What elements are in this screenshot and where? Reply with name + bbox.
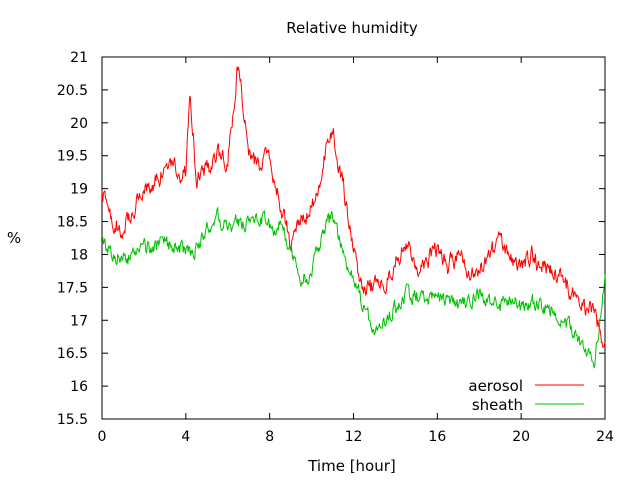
x-tick-label: 12 bbox=[345, 429, 363, 445]
axis-ticks: 15.5 16 16.5 17 17.5 18 18.5 19 19.5 20 20.5 21 0 4 8 1… bbox=[57, 50, 614, 445]
y-tick-label: 20.5 bbox=[57, 83, 88, 99]
y-tick-label: 16 bbox=[70, 379, 88, 395]
series-line-aerosol bbox=[101, 66, 606, 348]
x-tick-label: 16 bbox=[428, 429, 446, 445]
y-tick-label: 16.5 bbox=[57, 346, 88, 362]
y-tick-label: 17.5 bbox=[57, 280, 88, 296]
x-tick-label: 24 bbox=[596, 429, 614, 445]
y-axis-label: % bbox=[7, 229, 21, 247]
legend: aerosol sheath bbox=[468, 377, 584, 414]
y-tick-label: 15.5 bbox=[57, 412, 88, 428]
legend-label-aerosol: aerosol bbox=[468, 377, 523, 395]
y-tick-label: 18.5 bbox=[57, 215, 88, 231]
x-tick-label: 8 bbox=[265, 429, 274, 445]
chart-title: Relative humidity bbox=[286, 19, 418, 37]
plot-frame bbox=[101, 56, 606, 420]
y-tick-label: 17 bbox=[70, 313, 88, 329]
y-tick-label: 18 bbox=[70, 247, 88, 263]
legend-label-sheath: sheath bbox=[472, 396, 523, 414]
x-axis-label: Time [hour] bbox=[307, 457, 396, 475]
y-tick-label: 21 bbox=[70, 50, 88, 66]
x-tick-label: 0 bbox=[98, 429, 107, 445]
x-tick-label: 20 bbox=[512, 429, 530, 445]
y-tick-label: 19.5 bbox=[57, 149, 88, 165]
series-line-sheath bbox=[101, 206, 606, 369]
series-group bbox=[101, 66, 606, 369]
y-tick-label: 20 bbox=[70, 116, 88, 132]
y-tick-label: 19 bbox=[70, 182, 88, 198]
x-tick-label: 4 bbox=[181, 429, 190, 445]
